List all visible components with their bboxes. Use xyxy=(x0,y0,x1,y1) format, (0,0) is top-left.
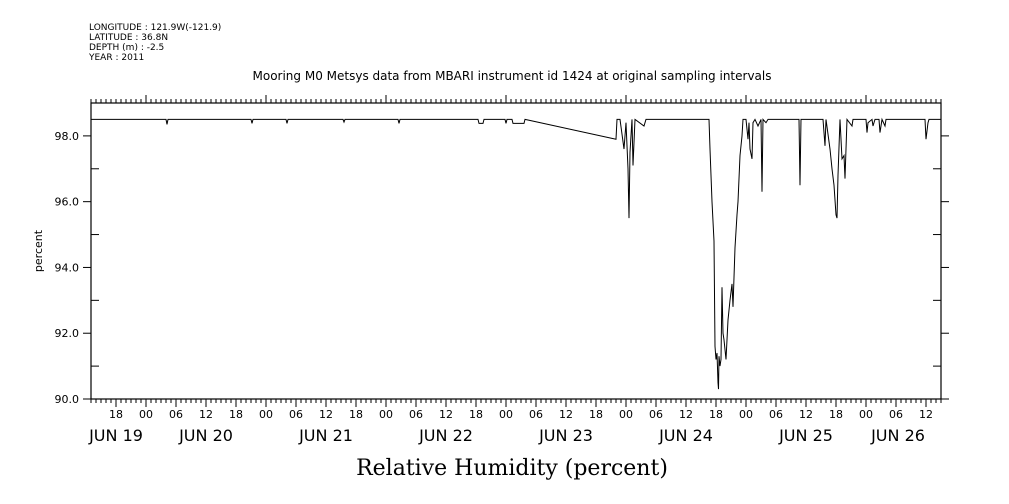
x-tick-label: 12 xyxy=(319,408,333,421)
x-tick-label: 00 xyxy=(379,408,393,421)
x-tick-label: 18 xyxy=(829,408,843,421)
x-tick-label: 12 xyxy=(439,408,453,421)
depth-label: DEPTH (m) : -2.5 xyxy=(89,43,164,53)
x-tick-label: 00 xyxy=(859,408,873,421)
y-tick-label: 98.0 xyxy=(55,130,80,143)
x-tick-label: 06 xyxy=(769,408,783,421)
chart-title: Mooring M0 Metsys data from MBARI instru… xyxy=(253,69,772,83)
date-label: JUN 19 xyxy=(88,426,143,445)
x-tick-label: 06 xyxy=(529,408,543,421)
x-tick-label: 06 xyxy=(409,408,423,421)
x-tick-label: 06 xyxy=(169,408,183,421)
y-tick-label: 92.0 xyxy=(55,327,80,340)
x-tick-label: 06 xyxy=(289,408,303,421)
series-line xyxy=(91,117,941,390)
x-tick-label: 00 xyxy=(499,408,513,421)
date-label: JUN 25 xyxy=(778,426,833,445)
year-label: YEAR : 2011 xyxy=(88,53,144,63)
x-tick-label: 06 xyxy=(889,408,903,421)
x-tick-label: 12 xyxy=(679,408,693,421)
date-label: JUN 23 xyxy=(538,426,593,445)
x-tick-label: 18 xyxy=(469,408,483,421)
plot-frame xyxy=(90,102,942,400)
x-tick-label: 00 xyxy=(619,408,633,421)
y-tick-label: 94.0 xyxy=(55,261,80,274)
x-tick-label: 00 xyxy=(139,408,153,421)
date-label: JUN 26 xyxy=(870,426,925,445)
x-tick-label: 18 xyxy=(229,408,243,421)
x-tick-label: 12 xyxy=(559,408,573,421)
x-tick-label: 12 xyxy=(799,408,813,421)
date-label: JUN 21 xyxy=(298,426,353,445)
x-tick-label: 18 xyxy=(709,408,723,421)
x-tick-label: 18 xyxy=(109,408,123,421)
y-axis-label: percent xyxy=(32,229,45,272)
date-label: JUN 24 xyxy=(658,426,713,445)
longitude-label: LONGITUDE : 121.9W(-121.9) xyxy=(89,23,221,33)
x-tick-label: 06 xyxy=(649,408,663,421)
y-tick-label: 96.0 xyxy=(55,196,80,209)
x-tick-label: 18 xyxy=(589,408,603,421)
x-tick-label: 18 xyxy=(349,408,363,421)
x-axis-label: Relative Humidity (percent) xyxy=(356,456,668,481)
x-tick-label: 00 xyxy=(259,408,273,421)
latitude-label: LATITUDE : 36.8N xyxy=(89,33,168,43)
y-tick-label: 90.0 xyxy=(55,393,80,406)
x-tick-label: 12 xyxy=(919,408,933,421)
date-label: JUN 22 xyxy=(418,426,473,445)
date-label: JUN 20 xyxy=(178,426,233,445)
x-tick-label: 00 xyxy=(739,408,753,421)
x-tick-label: 12 xyxy=(199,408,213,421)
